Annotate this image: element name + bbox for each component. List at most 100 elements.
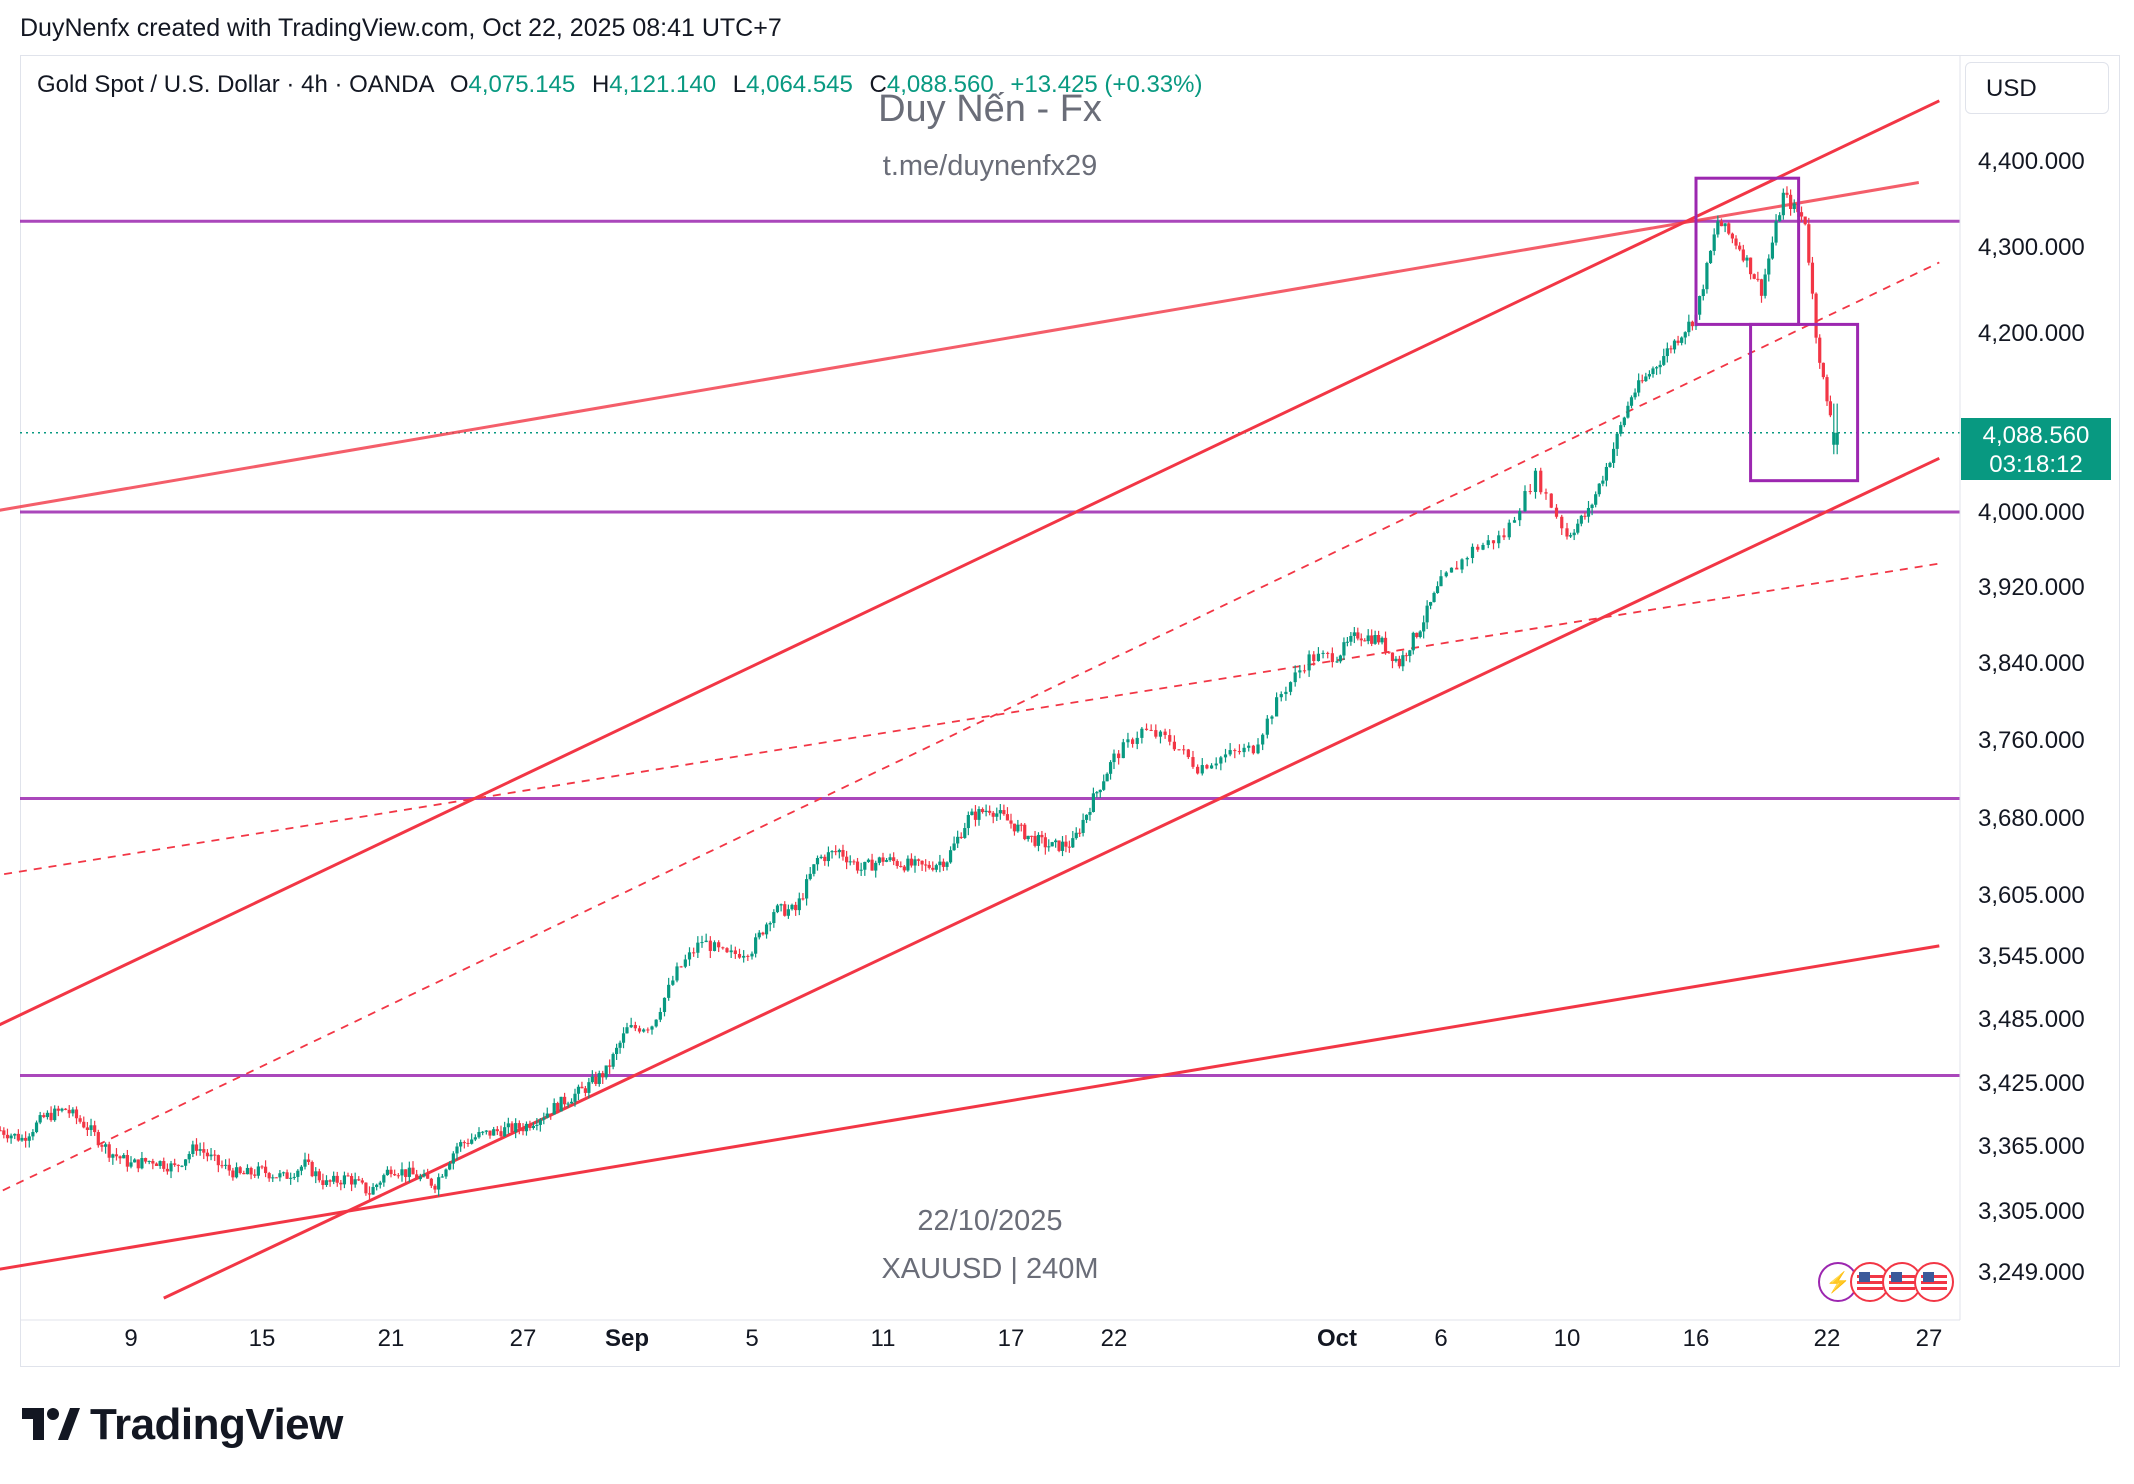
candle-body [1565, 528, 1569, 537]
candle-body [328, 1180, 332, 1182]
candle-body [1307, 654, 1311, 671]
time-tick-label: 16 [1683, 1325, 1710, 1352]
candle-body [576, 1086, 581, 1094]
candle-body [1507, 522, 1511, 538]
candle-body [538, 1119, 542, 1125]
candle-body [1370, 635, 1374, 644]
currency-button[interactable]: USD [1965, 62, 2109, 114]
candle-body [111, 1154, 115, 1158]
candle-body [1335, 661, 1339, 663]
candle-body [794, 904, 798, 911]
candle-body [563, 1096, 567, 1105]
candle-body [830, 851, 834, 853]
candle-body [34, 1122, 39, 1133]
candle-body [1738, 245, 1742, 250]
candle-body [1373, 635, 1377, 644]
watermark-symbol: XAUUSD | 240M [881, 1253, 1099, 1285]
candle-body [973, 811, 978, 820]
candle-body [1821, 362, 1825, 378]
candle-body [56, 1108, 60, 1111]
candle-body [1144, 728, 1149, 730]
candle-body [1734, 238, 1738, 246]
candle-body [1748, 257, 1753, 275]
us-flag-icon[interactable] [1914, 1262, 1954, 1302]
price-tick-label: 3,840.000 [1978, 650, 2085, 677]
candle-body [296, 1170, 300, 1177]
change-value: +13.425 (+0.33%) [1010, 71, 1203, 98]
candle-body [1533, 470, 1538, 492]
candle-body [2, 1130, 6, 1135]
candle-body [1637, 380, 1641, 393]
candle-body [5, 1134, 10, 1139]
rising-resistance-trendline [0, 181, 1920, 512]
open-value: 4,075.145 [468, 71, 576, 98]
candle-body [1619, 425, 1623, 434]
candle-body [231, 1170, 235, 1178]
candle-body [742, 955, 746, 958]
price-tick-label: 3,305.000 [1978, 1198, 2085, 1225]
candle-body [1177, 749, 1181, 751]
us-flag-icon[interactable] [1850, 1262, 1890, 1302]
high-value: 4,121.140 [609, 71, 717, 98]
price-tick-label: 3,365.000 [1978, 1133, 2085, 1160]
candle-body [173, 1163, 177, 1165]
candle-body [559, 1096, 563, 1112]
candle-body [1321, 652, 1325, 654]
candle-body [451, 1153, 455, 1164]
candle-body [473, 1137, 477, 1140]
price-boxes [1694, 176, 1860, 483]
candle-body [583, 1088, 587, 1093]
candle-body [1135, 737, 1139, 744]
candle-body [1130, 739, 1135, 744]
candle-body [378, 1182, 382, 1185]
candle-body [1597, 483, 1601, 495]
candle-body [335, 1175, 339, 1183]
candle-body [1214, 763, 1218, 766]
candle-body [812, 864, 816, 874]
candle-body [611, 1054, 615, 1067]
chart-pane[interactable] [20, 55, 2120, 1367]
time-tick-label: 11 [871, 1325, 896, 1352]
candle-body [1105, 773, 1109, 782]
candle-body [848, 861, 852, 863]
candle-body [1408, 650, 1412, 656]
candle-body [1683, 332, 1687, 338]
candle-body [729, 950, 733, 953]
candle-body [448, 1163, 452, 1170]
candle-body [1568, 535, 1573, 537]
candle-body [618, 1042, 622, 1048]
symbol-description[interactable]: Gold Spot / U.S. Dollar · 4h · OANDA [37, 71, 434, 98]
candle-body [499, 1131, 503, 1137]
candle-body [209, 1154, 213, 1157]
candle-body [74, 1109, 79, 1119]
candle-body [1228, 750, 1232, 755]
candle-body [1460, 559, 1464, 570]
candle-body [1338, 655, 1343, 662]
candle-body [27, 1136, 31, 1141]
candle-body [1363, 640, 1367, 642]
candle-body [183, 1159, 188, 1166]
time-tick-label: 5 [745, 1325, 758, 1352]
candle-body [510, 1123, 514, 1133]
candle-body [1432, 592, 1436, 603]
candle-body [9, 1135, 13, 1139]
candle-body [422, 1173, 426, 1177]
candle-body [1719, 221, 1724, 227]
us-flag-icon[interactable] [1882, 1262, 1922, 1302]
candle-body [1401, 655, 1405, 667]
candle-body [754, 937, 758, 954]
candle-body [1594, 494, 1598, 505]
candle-body [100, 1145, 104, 1147]
time-tick-label: 22 [1814, 1325, 1841, 1352]
price-tick-label: 3,605.000 [1978, 882, 2085, 909]
candle-body [224, 1164, 228, 1166]
time-tick-label: 27 [510, 1325, 537, 1352]
candle-body [1549, 493, 1553, 508]
candle-body [1572, 532, 1576, 536]
candle-body [945, 862, 949, 867]
candle-body [1752, 274, 1756, 279]
candle-body [545, 1113, 549, 1118]
tradingview-logo[interactable]: TradingView [22, 1400, 343, 1450]
candle-body [1016, 824, 1020, 832]
